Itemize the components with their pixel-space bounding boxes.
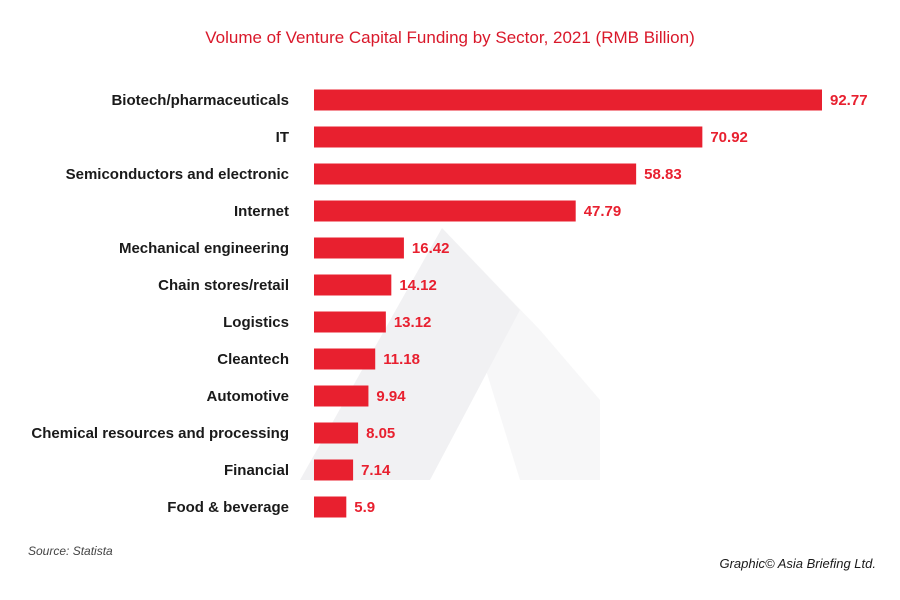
bar	[314, 422, 359, 444]
source-note: Source: Statista	[28, 544, 113, 558]
category-labels: Biotech/pharmaceuticals IT Semiconductors …	[31, 92, 289, 516]
bar	[314, 89, 822, 111]
bars-layer	[314, 89, 822, 518]
bar	[314, 200, 576, 222]
category-label: Chemical resources and processing	[31, 425, 289, 442]
value-label: 8.05	[366, 425, 395, 442]
value-label: 9.94	[376, 388, 406, 405]
bar	[314, 274, 392, 296]
value-label: 92.77	[830, 92, 868, 109]
value-label: 11.18	[383, 351, 420, 368]
value-labels: 92.77 70.92 58.83 47.79 16.42 14.12 13.12 11.18…	[354, 92, 867, 516]
chart-title: Volume of Venture Capital Funding by Sec…	[205, 28, 695, 47]
asia-briefing-logo-watermark-icon	[300, 228, 600, 480]
category-label: Logistics	[223, 314, 289, 331]
bar	[314, 496, 347, 518]
category-label: Internet	[234, 203, 289, 220]
category-label: Cleantech	[217, 351, 289, 368]
bar	[314, 311, 386, 333]
category-label: Mechanical engineering	[119, 240, 289, 257]
category-label: Biotech/pharmaceuticals	[111, 92, 289, 109]
value-label: 70.92	[710, 129, 748, 146]
value-label: 58.83	[644, 166, 682, 183]
value-label: 14.12	[399, 277, 437, 294]
category-label: Financial	[224, 462, 289, 479]
bar	[314, 237, 404, 259]
category-label: Automotive	[207, 388, 290, 405]
category-label: Semiconductors and electronic	[66, 166, 289, 183]
value-label: 16.42	[412, 240, 450, 257]
bar	[314, 348, 376, 370]
category-label: Food & beverage	[167, 499, 289, 516]
category-label: IT	[276, 129, 289, 146]
category-label: Chain stores/retail	[158, 277, 289, 294]
value-label: 13.12	[394, 314, 432, 331]
bar	[314, 126, 703, 148]
bar	[314, 385, 369, 407]
value-label: 7.14	[361, 462, 391, 479]
graphic-credit: Graphic© Asia Briefing Ltd.	[719, 556, 876, 571]
value-label: 5.9	[354, 499, 375, 516]
value-label: 47.79	[584, 203, 622, 220]
bar	[314, 459, 354, 481]
bar	[314, 163, 637, 185]
